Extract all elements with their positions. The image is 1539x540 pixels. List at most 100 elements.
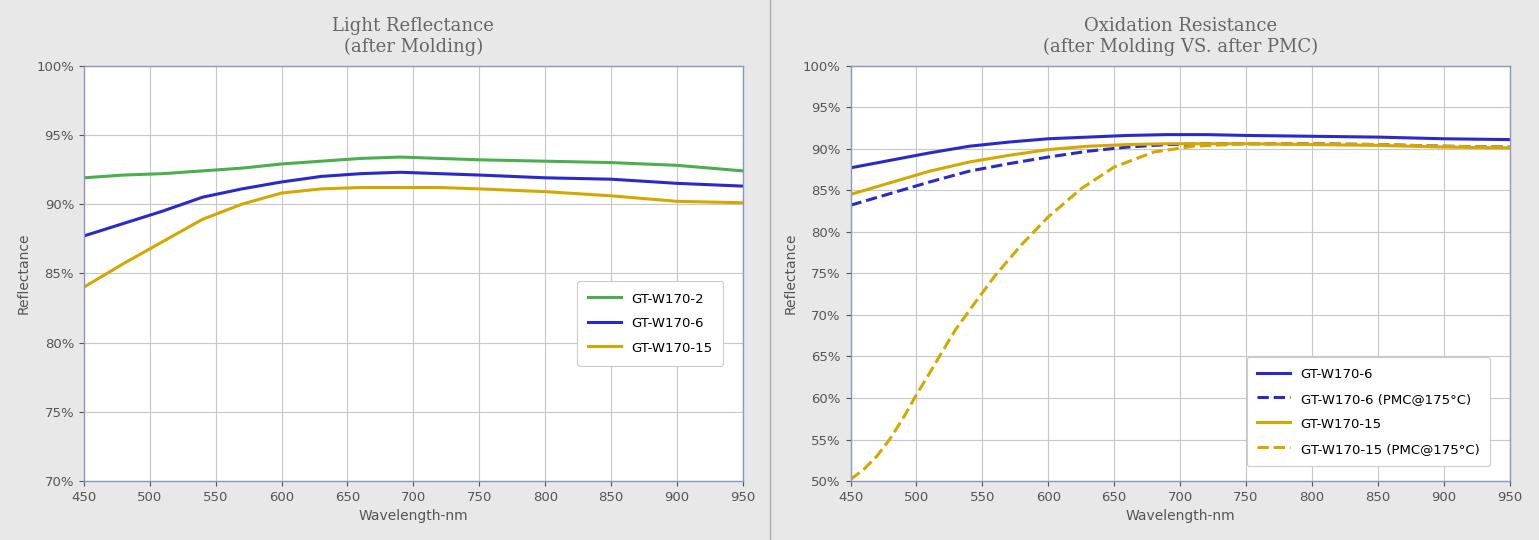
GT-W170-15 (PMC@175°C): [894, 415, 913, 421]
GT-W170-6: [1197, 131, 1216, 138]
GT-W170-15: [1302, 141, 1320, 148]
GT-W170-2: [469, 157, 488, 163]
GT-W170-15: [1501, 145, 1519, 151]
GT-W170-15: [1368, 142, 1387, 149]
GT-W170-15: [602, 193, 620, 199]
GT-W170-6 (PMC@175°C): [960, 168, 979, 174]
GT-W170-15 (PMC@175°C): [1183, 143, 1202, 150]
Y-axis label: Reflectance: Reflectance: [17, 233, 31, 314]
GT-W170-15: [960, 159, 979, 165]
GT-W170-6: [880, 157, 899, 164]
GT-W170-15 (PMC@175°C): [854, 466, 873, 472]
Y-axis label: Reflectance: Reflectance: [783, 233, 797, 314]
GT-W170-6: [74, 233, 92, 239]
GT-W170-15 (PMC@175°C): [1302, 140, 1320, 147]
GT-W170-15: [391, 184, 409, 191]
GT-W170-15: [668, 198, 686, 205]
GT-W170-2: [272, 161, 291, 167]
GT-W170-15: [351, 184, 369, 191]
GT-W170-15 (PMC@175°C): [842, 476, 860, 483]
GT-W170-6 (PMC@175°C): [1197, 140, 1216, 147]
GT-W170-6: [668, 180, 686, 187]
GT-W170-15: [312, 186, 331, 192]
GT-W170-2: [154, 171, 172, 177]
GT-W170-15: [1119, 141, 1137, 148]
Line: GT-W170-15: GT-W170-15: [851, 144, 1510, 194]
GT-W170-15 (PMC@175°C): [966, 299, 985, 305]
GT-W170-15 (PMC@175°C): [1039, 214, 1057, 220]
GT-W170-15 (PMC@175°C): [868, 453, 886, 460]
Line: GT-W170-15: GT-W170-15: [83, 187, 743, 287]
GT-W170-15: [1157, 140, 1176, 147]
Line: GT-W170-6: GT-W170-6: [851, 134, 1510, 168]
GT-W170-15 (PMC@175°C): [1501, 144, 1519, 150]
GT-W170-6 (PMC@175°C): [1302, 140, 1320, 147]
GT-W170-15: [1237, 140, 1256, 147]
X-axis label: Wavelength-nm: Wavelength-nm: [359, 509, 468, 523]
GT-W170-2: [194, 167, 212, 174]
GT-W170-15: [880, 180, 899, 186]
GT-W170-2: [734, 167, 753, 174]
Legend: GT-W170-2, GT-W170-6, GT-W170-15: GT-W170-2, GT-W170-6, GT-W170-15: [577, 281, 723, 366]
Line: GT-W170-6: GT-W170-6: [83, 172, 743, 236]
GT-W170-15: [999, 152, 1017, 159]
GT-W170-6: [999, 139, 1017, 145]
GT-W170-15: [74, 284, 92, 291]
GT-W170-15 (PMC@175°C): [1237, 140, 1256, 147]
GT-W170-6: [1368, 134, 1387, 140]
GT-W170-6 (PMC@175°C): [1157, 141, 1176, 148]
GT-W170-15: [272, 190, 291, 196]
GT-W170-2: [312, 158, 331, 165]
GT-W170-6 (PMC@175°C): [1079, 148, 1097, 154]
GT-W170-6: [1079, 134, 1097, 140]
GT-W170-6: [194, 194, 212, 200]
GT-W170-15 (PMC@175°C): [880, 435, 899, 442]
GT-W170-2: [114, 172, 132, 178]
GT-W170-6: [920, 150, 939, 156]
GT-W170-15 (PMC@175°C): [920, 370, 939, 376]
GT-W170-6: [391, 169, 409, 176]
GT-W170-6: [960, 143, 979, 150]
GT-W170-6: [734, 183, 753, 190]
GT-W170-15: [114, 260, 132, 267]
GT-W170-6 (PMC@175°C): [880, 191, 899, 197]
GT-W170-6 (PMC@175°C): [842, 202, 860, 208]
GT-W170-6 (PMC@175°C): [1434, 143, 1453, 150]
GT-W170-6: [1434, 136, 1453, 142]
GT-W170-6 (PMC@175°C): [999, 160, 1017, 167]
GT-W170-15: [842, 191, 860, 198]
GT-W170-15 (PMC@175°C): [934, 347, 953, 354]
GT-W170-15 (PMC@175°C): [1368, 141, 1387, 148]
GT-W170-15: [194, 216, 212, 222]
Line: GT-W170-6 (PMC@175°C): GT-W170-6 (PMC@175°C): [851, 144, 1510, 205]
GT-W170-15: [232, 201, 251, 207]
GT-W170-6: [312, 173, 331, 180]
GT-W170-6 (PMC@175°C): [920, 179, 939, 185]
GT-W170-6 (PMC@175°C): [1368, 141, 1387, 148]
GT-W170-15 (PMC@175°C): [986, 272, 1005, 278]
GT-W170-15: [734, 199, 753, 206]
GT-W170-6: [1501, 137, 1519, 143]
GT-W170-6: [536, 174, 554, 181]
GT-W170-2: [391, 154, 409, 160]
GT-W170-15 (PMC@175°C): [1434, 143, 1453, 150]
GT-W170-6: [602, 176, 620, 183]
GT-W170-15 (PMC@175°C): [946, 326, 965, 332]
GT-W170-15: [431, 184, 449, 191]
GT-W170-6 (PMC@175°C): [1119, 144, 1137, 150]
GT-W170-2: [668, 162, 686, 168]
GT-W170-2: [351, 155, 369, 161]
GT-W170-6: [842, 165, 860, 171]
GT-W170-15: [536, 188, 554, 195]
GT-W170-6 (PMC@175°C): [1237, 140, 1256, 147]
GT-W170-6: [154, 208, 172, 214]
X-axis label: Wavelength-nm: Wavelength-nm: [1125, 509, 1234, 523]
GT-W170-15: [154, 238, 172, 245]
GT-W170-6 (PMC@175°C): [1039, 154, 1057, 160]
GT-W170-15 (PMC@175°C): [906, 392, 925, 398]
GT-W170-6: [272, 179, 291, 185]
Title: Light Reflectance
(after Molding): Light Reflectance (after Molding): [332, 17, 494, 56]
GT-W170-15 (PMC@175°C): [1073, 185, 1091, 192]
GT-W170-15: [920, 168, 939, 174]
Line: GT-W170-15 (PMC@175°C): GT-W170-15 (PMC@175°C): [851, 144, 1510, 480]
